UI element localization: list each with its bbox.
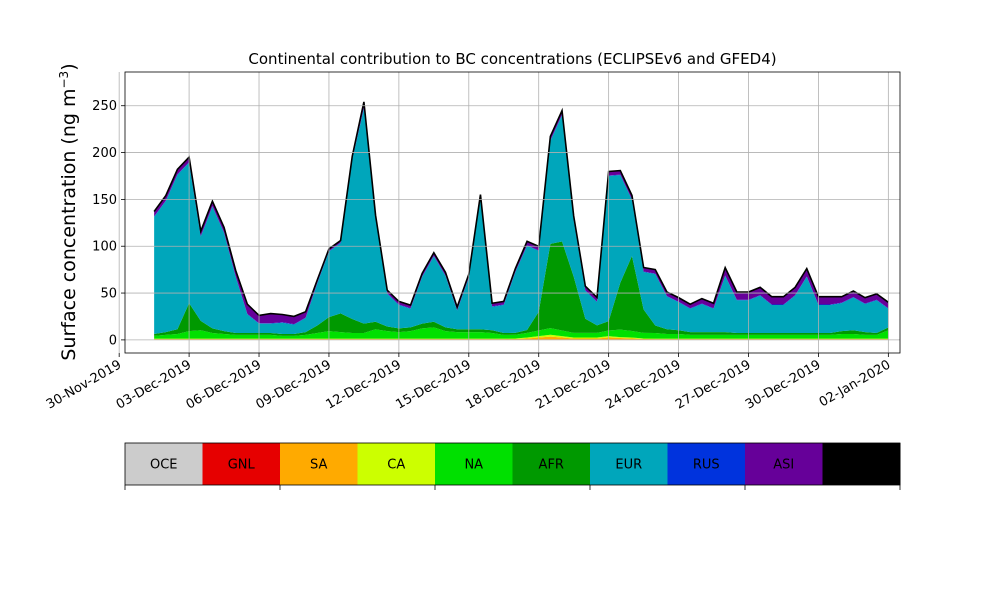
- area-ca: [154, 334, 889, 340]
- colorbar-swatch-na: [435, 443, 513, 485]
- colorbar-label-aus: AUS: [848, 458, 875, 473]
- colorbar-swatch-eur: [590, 443, 668, 485]
- total-line: [153, 101, 889, 318]
- colorbar-label-sa: SA: [310, 458, 327, 473]
- colorbar-swatch-ca: [357, 443, 436, 485]
- x-tick-label: 15-Dec-2019: [393, 357, 473, 412]
- y-axis-label-sup: −3: [57, 71, 71, 89]
- x-tick-label: 03-Dec-2019: [114, 357, 194, 412]
- colorbar: OCE GNL SA CA NA AFR EUR RUS ASI AUS: [124, 442, 901, 490]
- colorbar-label-gnl: GNL: [228, 458, 256, 473]
- y-axis-label-close: ): [58, 63, 80, 70]
- x-tick-label: 06-Dec-2019: [184, 357, 264, 412]
- colorbar-label-afr: AFR: [539, 458, 564, 473]
- colorbar-swatch-rus: [667, 443, 746, 485]
- x-tick-label: 12-Dec-2019: [323, 357, 403, 412]
- x-tick-label: 21-Dec-2019: [533, 357, 613, 412]
- y-tick-label: 0: [109, 333, 117, 348]
- y-axis-label: Surface concentration (ng m−3): [57, 63, 80, 360]
- colorbar-swatch-aus: [822, 443, 901, 485]
- colorbar-label-eur: EUR: [615, 458, 642, 473]
- plot-frame: [124, 71, 901, 354]
- colorbar-label-rus: RUS: [693, 458, 720, 473]
- y-axis-label-main: Surface concentration (ng m: [58, 89, 80, 361]
- colorbar-frame: [124, 442, 901, 486]
- colorbar-label-ca: CA: [387, 458, 405, 473]
- x-tick-label: 30-Nov-2019: [44, 357, 124, 412]
- y-tick-label: 50: [100, 287, 117, 302]
- x-tick-label: 30-Dec-2019: [743, 357, 823, 412]
- colorbar-swatch-oce: [125, 443, 203, 485]
- y-tick-label: 100: [92, 240, 117, 255]
- colorbar-swatch-gnl: [202, 443, 281, 485]
- area-na: [154, 327, 889, 339]
- x-tick-label: 02-Jan-2020: [817, 357, 894, 410]
- plot-area: 0 50 100 150 200 250 30-Nov-201903-Dec-201906-…: [44, 71, 901, 413]
- x-tick-label: 27-Dec-2019: [673, 357, 753, 412]
- y-tick-label: 250: [92, 99, 117, 114]
- y-tick-label: 150: [92, 193, 117, 208]
- area-eur: [154, 108, 889, 334]
- x-tick-label: 09-Dec-2019: [254, 357, 334, 412]
- y-tick-label: 200: [92, 146, 117, 161]
- x-tick-label: 18-Dec-2019: [463, 357, 543, 412]
- colorbar-swatch-afr: [512, 443, 591, 485]
- colorbar-label-asi: ASI: [773, 458, 794, 473]
- colorbar-swatch-asi: [745, 443, 823, 485]
- colorbar-label-oce: OCE: [150, 458, 178, 473]
- colorbar-label-na: NA: [464, 458, 483, 473]
- chart-title: Continental contribution to BC concentra…: [248, 50, 776, 68]
- colorbar-swatch-sa: [280, 443, 358, 485]
- x-tick-label: 24-Dec-2019: [603, 357, 683, 412]
